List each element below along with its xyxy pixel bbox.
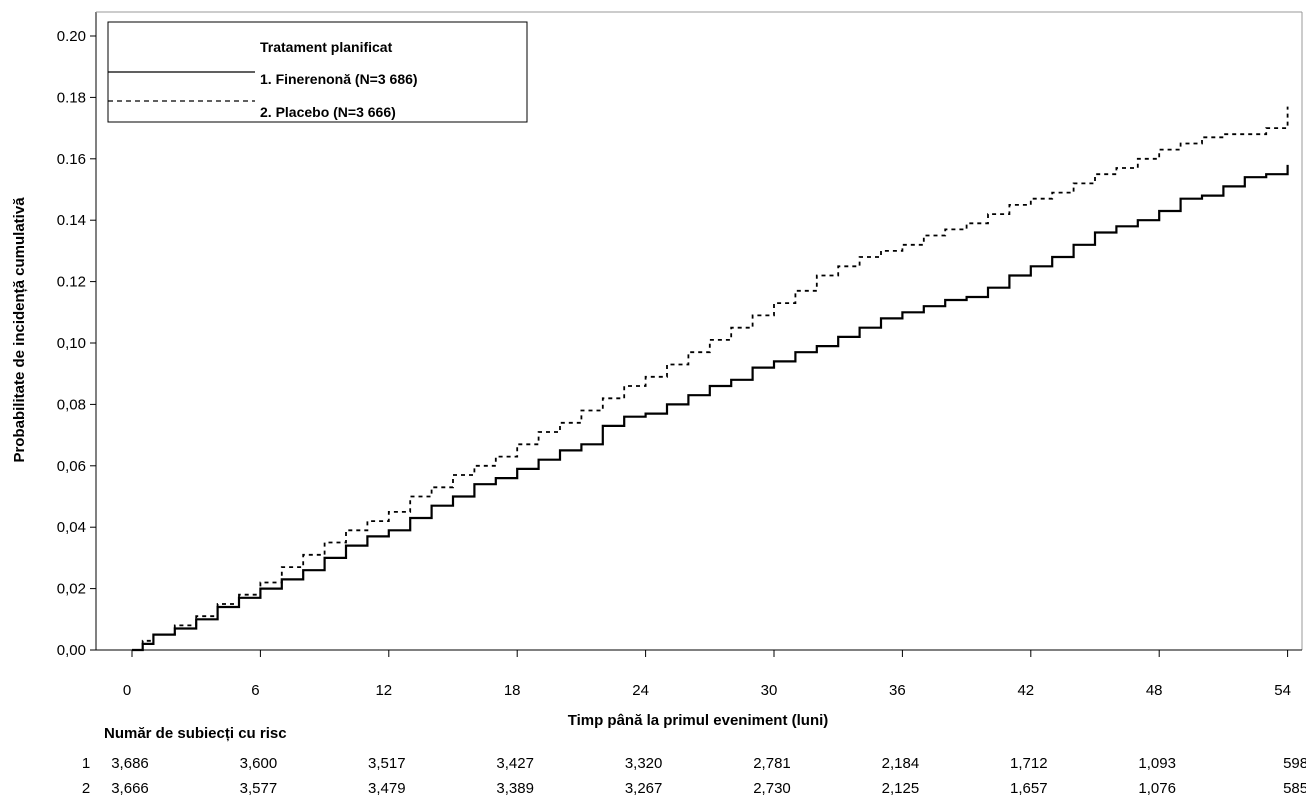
x-tick-label: 24 [632,682,649,699]
risk-row-label: 2 [82,780,90,797]
risk-table-title: Număr de subiecți cu risc [104,725,287,742]
y-tick-label: 0,06 [57,458,86,475]
risk-table-cell: 3,577 [240,780,278,797]
risk-table-cell: 3,517 [368,755,406,772]
y-tick-label: 0.18 [57,89,86,106]
risk-table-cell: 3,267 [625,780,663,797]
risk-row-label: 1 [82,755,90,772]
x-tick-label: 36 [889,682,906,699]
y-axis-title: Probabilitate de incidență cumulativă [11,197,28,463]
legend: Tratament planificat 1. Finerenonă (N=3 … [107,21,528,123]
legend-label-finerenona: 1. Finerenonă (N=3 686) [260,71,418,87]
risk-table-cell: 598 [1283,755,1306,772]
legend-title: Tratament planificat [260,39,393,55]
series-line-finerenona [132,164,1289,652]
risk-table-cell: 3,686 [111,755,149,772]
x-axis-title: Timp până la primul eveniment (luni) [568,712,829,729]
x-tick-label: 12 [375,682,392,699]
x-tick-label: 30 [761,682,778,699]
risk-table-cell: 3,666 [111,780,149,797]
risk-table-cell: 2,730 [753,780,791,797]
risk-table-cell: 1,712 [1010,755,1048,772]
risk-table-cell: 3,600 [240,755,278,772]
y-tick-label: 0.20 [57,28,86,45]
y-tick-label: 0,08 [57,396,86,413]
risk-table-cell: 1,093 [1138,755,1176,772]
axes: 0,00 0,02 0,04 0,06 0,08 0,10 0.12 0.14 0.16 0.18… [57,11,1303,699]
x-tick-label: 6 [251,682,259,699]
x-tick-label: 54 [1274,682,1291,699]
y-tick-label: 0.14 [57,212,86,229]
risk-table-cell: 585 [1283,780,1306,797]
x-tick-label: 18 [504,682,521,699]
risk-table-cell: 3,389 [496,780,534,797]
risk-table-cell: 1,076 [1138,780,1176,797]
y-tick-label: 0,10 [57,335,86,352]
series-line-placebo [132,106,1289,651]
risk-table-cell: 3,427 [496,755,534,772]
risk-table-cell: 2,125 [882,780,920,797]
x-tick-label: 42 [1017,682,1034,699]
y-tick-label: 0.16 [57,151,86,168]
y-tick-label: 0.12 [57,274,86,291]
legend-label-placebo: 2. Placebo (N=3 666) [260,104,396,120]
x-tick-label: 0 [123,682,131,699]
risk-table-cell: 2,781 [753,755,791,772]
y-tick-label: 0,02 [57,581,86,598]
risk-table-cell: 2,184 [882,755,920,772]
x-tick-label: 48 [1146,682,1163,699]
risk-table-cell: 3,320 [625,755,663,772]
risk-table: 1 3,686 3,600 3,517 3,427 3,320 2,781 2,184 1,71… [82,755,1306,797]
series-lines [132,106,1289,652]
risk-table-cell: 3,479 [368,780,406,797]
risk-table-cell: 1,657 [1010,780,1048,797]
y-tick-label: 0,04 [57,519,86,536]
y-tick-label: 0,00 [57,642,86,659]
